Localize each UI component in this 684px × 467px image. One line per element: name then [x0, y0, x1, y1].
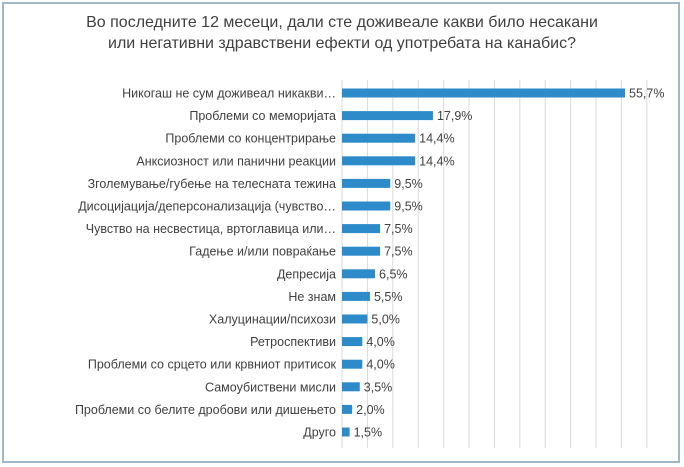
- category-label: Не знам: [288, 290, 336, 304]
- bar: [342, 224, 381, 234]
- category-label: Ретроспективи: [250, 335, 336, 349]
- value-label: 4,0%: [366, 335, 395, 349]
- bar: [342, 156, 416, 166]
- bar: [342, 88, 625, 98]
- value-label: 1,5%: [354, 426, 383, 440]
- category-labels: Никогаш не сум доживеал никакви… Проблеми…: [75, 87, 337, 440]
- bar: [342, 133, 416, 143]
- value-label: 17,9%: [437, 109, 472, 123]
- bar: [342, 382, 360, 392]
- bar: [342, 291, 370, 301]
- chart-title-line-2: или негативни здравствени ефекти од упот…: [108, 35, 576, 52]
- value-labels: 55,7% 17,9% 14,4% 14,4% 9,5% 9,5% 7,5% 7,5% 6,5%…: [354, 87, 665, 440]
- value-label: 5,5%: [374, 290, 403, 304]
- bar: [342, 404, 353, 414]
- gridlines: [341, 80, 648, 448]
- value-label: 14,4%: [419, 132, 454, 146]
- category-label: Друго: [303, 426, 336, 440]
- value-label: 7,5%: [384, 222, 413, 236]
- value-label: 6,5%: [379, 267, 408, 281]
- chart-title: Во последните 12 месеци, дали сте доживе…: [0, 12, 684, 54]
- value-label: 2,0%: [356, 403, 385, 417]
- bar: [342, 201, 391, 211]
- bar: [342, 337, 363, 347]
- category-label: Проблеми со белите дробови или дишењето: [75, 403, 336, 417]
- value-label: 5,0%: [371, 313, 400, 327]
- category-label: Самоубиствени мисли: [205, 380, 336, 394]
- category-label: Дисоцијација/деперсонализација (чувство…: [78, 200, 336, 214]
- bar: [342, 246, 381, 256]
- bar: [342, 178, 391, 188]
- bar: [342, 111, 433, 121]
- bar: [342, 359, 363, 369]
- bar: [342, 269, 376, 279]
- category-label: Зголемување/губење на телесната тежина: [88, 177, 336, 191]
- value-label: 14,4%: [419, 154, 454, 168]
- category-label: Гадење и/или повраќање: [189, 245, 336, 259]
- chart-frame: [2, 2, 680, 463]
- value-label: 4,0%: [366, 358, 395, 372]
- bar: [342, 427, 350, 437]
- category-label: Проблеми со меморијата: [189, 109, 336, 123]
- category-label: Анксиозност или панични реакции: [136, 154, 336, 168]
- value-label: 9,5%: [394, 177, 423, 191]
- category-label: Никогаш не сум доживеал никакви…: [122, 87, 336, 101]
- category-label: Проблеми со срцето или крвниот притисок: [88, 358, 337, 372]
- value-label: 9,5%: [394, 200, 423, 214]
- bar: [342, 314, 368, 324]
- value-label: 7,5%: [384, 245, 413, 259]
- value-label: 55,7%: [629, 87, 664, 101]
- category-label: Проблеми со концентрирање: [165, 132, 336, 146]
- category-label: Депресија: [277, 267, 336, 281]
- value-label: 3,5%: [364, 380, 393, 394]
- category-label: Чувство на несвестица, вртоглавица или…: [86, 222, 336, 236]
- chart-title-line-1: Во последните 12 месеци, дали сте доживе…: [86, 14, 598, 31]
- bars: [342, 88, 625, 437]
- category-label: Халуцинации/психози: [209, 313, 336, 327]
